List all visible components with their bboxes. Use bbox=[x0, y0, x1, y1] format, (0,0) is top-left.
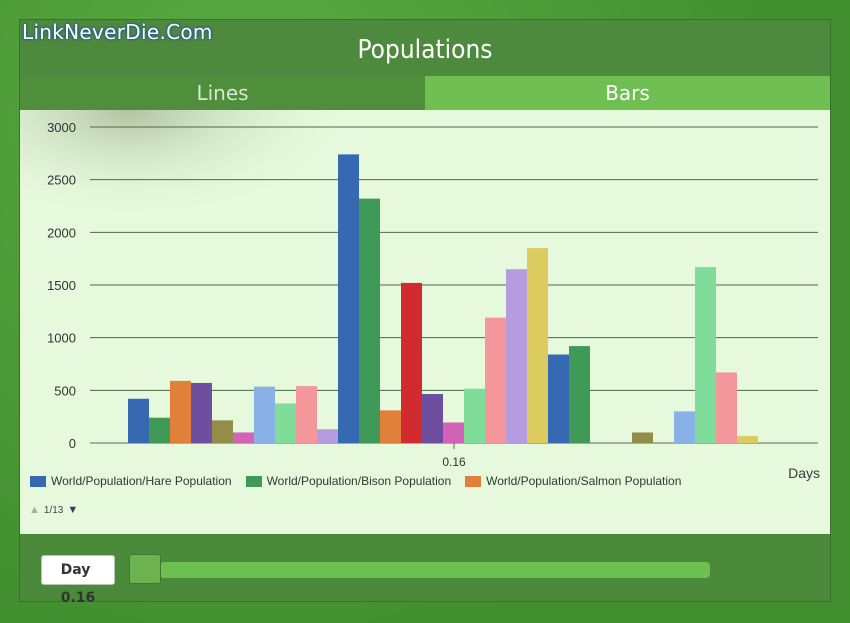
bar-17[interactable] bbox=[485, 317, 506, 443]
bar-6[interactable] bbox=[254, 386, 275, 443]
y-tick-label-5: 2500 bbox=[47, 173, 76, 188]
bar-10[interactable] bbox=[338, 154, 359, 443]
legend-swatch-hare bbox=[30, 475, 46, 487]
bar-19[interactable] bbox=[527, 248, 548, 443]
day-slider-handle[interactable] bbox=[129, 554, 161, 584]
x-tick-label: 0.16 bbox=[442, 455, 466, 469]
legend-item-hare[interactable]: World/Population/Hare Population bbox=[30, 474, 232, 488]
bar-26[interactable] bbox=[674, 411, 695, 443]
y-tick-label-1: 500 bbox=[54, 383, 76, 398]
day-readout: Day 0.16 bbox=[41, 555, 115, 606]
bar-29[interactable] bbox=[737, 436, 758, 443]
chart-legend: World/Population/Hare Population World/P… bbox=[30, 474, 681, 488]
bar-3[interactable] bbox=[191, 382, 212, 443]
legend-pager: ▲ 1/13 ▼ bbox=[29, 504, 78, 516]
legend-item-salmon[interactable]: World/Population/Salmon Population bbox=[465, 474, 681, 488]
y-tick-label-0: 0 bbox=[69, 436, 76, 451]
x-axis-label: Days bbox=[788, 465, 820, 481]
y-tick-label-6: 3000 bbox=[47, 120, 76, 135]
bar-0[interactable] bbox=[128, 398, 149, 443]
legend-next-icon[interactable]: ▼ bbox=[67, 504, 79, 516]
legend-swatch-salmon bbox=[465, 475, 482, 487]
y-tick-label-3: 1500 bbox=[47, 278, 76, 293]
bar-9[interactable] bbox=[317, 429, 338, 443]
bar-15[interactable] bbox=[443, 422, 464, 443]
bar-14[interactable] bbox=[422, 394, 443, 443]
bar-27[interactable] bbox=[695, 267, 716, 443]
bar-5[interactable] bbox=[233, 432, 254, 443]
bar-7[interactable] bbox=[275, 403, 296, 444]
tab-lines[interactable]: Lines bbox=[20, 76, 425, 110]
y-tick-label-4: 2000 bbox=[47, 225, 76, 240]
bar-18[interactable] bbox=[506, 269, 527, 443]
time-controls: Day 0.16 bbox=[20, 534, 830, 606]
bar-1[interactable] bbox=[149, 417, 170, 443]
bar-11[interactable] bbox=[359, 198, 380, 443]
bar-21[interactable] bbox=[569, 346, 590, 443]
bar-8[interactable] bbox=[296, 386, 317, 443]
day-slider-track[interactable] bbox=[160, 562, 710, 578]
bar-13[interactable] bbox=[401, 282, 422, 443]
day-value: 0.16 bbox=[60, 590, 96, 606]
bar-28[interactable] bbox=[716, 372, 737, 443]
view-tabs: Lines Bars bbox=[20, 76, 830, 110]
bar-16[interactable] bbox=[464, 388, 485, 443]
chart-svg: 0 500 1000 1500 2000 2500 3000 0.16 bbox=[20, 110, 818, 469]
populations-panel: Populations Lines Bars 0 500 1000 1500 2000 2… bbox=[19, 19, 831, 606]
y-tick-label-2: 1000 bbox=[47, 331, 76, 346]
bar-4[interactable] bbox=[212, 420, 233, 443]
bar-chart: 0 500 1000 1500 2000 2500 3000 0.16 Days World/… bbox=[20, 110, 830, 534]
legend-swatch-bison bbox=[245, 475, 262, 487]
watermark-logo: LinkNeverDie.Com bbox=[22, 20, 213, 44]
legend-label-salmon: World/Population/Salmon Population bbox=[486, 474, 682, 488]
legend-item-bison[interactable]: World/Population/Bison Population bbox=[245, 474, 452, 488]
bar-12[interactable] bbox=[380, 410, 401, 443]
chart-glow bbox=[20, 110, 360, 220]
legend-prev-icon[interactable]: ▲ bbox=[29, 504, 40, 516]
legend-label-hare: World/Population/Hare Population bbox=[51, 474, 232, 488]
legend-page-indicator: 1/13 bbox=[43, 504, 64, 516]
bar-20[interactable] bbox=[548, 354, 569, 443]
legend-label-bison: World/Population/Bison Population bbox=[266, 474, 452, 488]
panel-title: Populations bbox=[357, 35, 493, 65]
bar-24[interactable] bbox=[632, 432, 653, 443]
bar-2[interactable] bbox=[170, 380, 191, 443]
tab-bars[interactable]: Bars bbox=[425, 76, 830, 110]
day-label: Day bbox=[60, 562, 91, 578]
